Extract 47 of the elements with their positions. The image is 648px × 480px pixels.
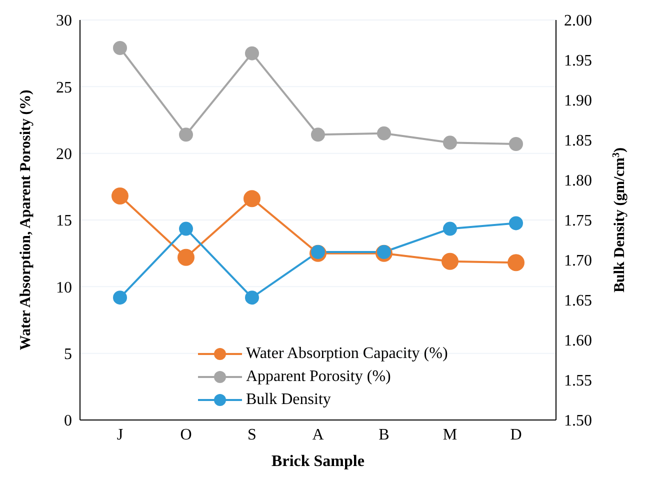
y2-tick-label: 1.60	[564, 332, 592, 350]
y2-tick-label: 1.65	[564, 292, 592, 310]
y-tick-label: 25	[56, 79, 72, 96]
y2-tick-label: 1.50	[564, 412, 592, 430]
legend-label: Bulk Density	[246, 390, 331, 408]
point	[178, 248, 194, 266]
x-tick-label: D	[510, 426, 522, 444]
point	[508, 254, 524, 272]
point	[244, 190, 260, 208]
legend-label: Apparent Porosity (%)	[246, 368, 391, 386]
y2-tick-label: 2.00	[564, 12, 592, 30]
point	[377, 126, 391, 140]
y2-tick-label: 1.90	[564, 92, 592, 110]
point	[245, 46, 259, 60]
point	[113, 290, 127, 305]
point	[509, 216, 523, 230]
y-tick-label: 20	[56, 146, 72, 164]
point	[311, 128, 325, 142]
point	[443, 136, 457, 150]
point	[442, 252, 458, 270]
y-tick-label: 15	[56, 212, 72, 230]
point	[179, 222, 193, 236]
point	[245, 290, 259, 305]
x-tick-label: B	[378, 426, 390, 444]
y2-tick-label: 1.85	[564, 132, 592, 150]
x-axis-title: Brick Sample	[272, 453, 364, 470]
point	[443, 222, 457, 236]
y-tick-label: 10	[56, 279, 72, 296]
x-tick-label: M	[442, 426, 458, 444]
x-tick-label: O	[180, 426, 192, 444]
point	[509, 137, 523, 151]
x-tick-label: A	[312, 426, 324, 444]
y2-tick-label: 1.55	[564, 372, 592, 390]
y-axis-title: Water Absorption, Aparent Porosity (%)	[18, 90, 34, 350]
y2-tick-label: 1.75	[564, 212, 592, 230]
y-tick-label: 5	[64, 346, 72, 364]
y-tick-label: 0	[64, 412, 72, 430]
y2-tick-label: 1.80	[564, 172, 592, 190]
x-tick-label: J	[116, 426, 124, 444]
y2-tick-label: 1.70	[564, 252, 592, 270]
point	[179, 128, 193, 142]
point	[112, 188, 128, 204]
y-tick-label: 30	[56, 12, 72, 30]
x-tick-label: S	[248, 426, 256, 444]
legend-label: Water Absorption Capacity (%)	[246, 344, 448, 362]
point	[113, 41, 127, 55]
y2-tick-label: 1.95	[564, 52, 592, 70]
